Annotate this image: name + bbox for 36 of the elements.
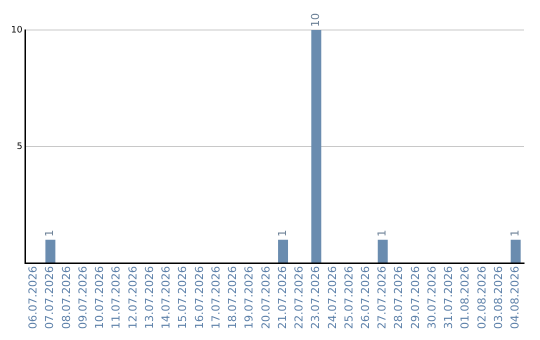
x-tick-label: 31.07.2026 [442, 266, 456, 330]
x-tick-label: 29.07.2026 [408, 266, 422, 330]
x-tick-label: 17.07.2026 [209, 266, 222, 330]
x-tick-label: 15.07.2026 [176, 266, 190, 330]
x-tick-label: 12.07.2026 [126, 266, 140, 330]
x-tick-label: 25.07.2026 [342, 266, 356, 330]
x-tick-label: 22.07.2026 [292, 266, 306, 330]
data-label: 1 [276, 230, 289, 237]
x-tick-label: 23.07.2026 [309, 266, 322, 330]
x-tick-label: 02.08.2026 [475, 266, 488, 330]
data-label: 1 [43, 230, 56, 237]
x-tick-label: 21.07.2026 [276, 266, 289, 330]
x-tick-label: 08.07.2026 [60, 266, 73, 330]
x-tick-label: 06.07.2026 [26, 266, 40, 330]
x-tick-label: 24.07.2026 [326, 266, 339, 330]
x-tick-label: 03.08.2026 [492, 266, 505, 330]
x-tick-label: 28.07.2026 [392, 266, 406, 330]
data-label: 1 [376, 230, 389, 237]
x-tick-label: 01.08.2026 [458, 266, 472, 330]
x-tick-label: 14.07.2026 [160, 266, 173, 330]
y-tick-label: 5 [16, 142, 22, 152]
x-tick-label: 13.07.2026 [142, 266, 156, 330]
x-tick-label: 09.07.2026 [76, 266, 90, 330]
x-tick-label: 30.07.2026 [425, 266, 438, 330]
x-tick-label: 18.07.2026 [226, 266, 240, 330]
x-tick-label: 07.07.2026 [43, 266, 56, 330]
x-tick-label: 11.07.2026 [110, 266, 123, 330]
data-label: 1 [508, 230, 522, 237]
x-tick-label: 27.07.2026 [376, 266, 389, 330]
x-tick-label: 04.08.2026 [508, 266, 522, 330]
x-tick-label: 20.07.2026 [259, 266, 272, 330]
data-label: 10 [309, 13, 322, 27]
x-tick-label: 26.07.2026 [358, 266, 372, 330]
x-tick-label: 10.07.2026 [93, 266, 106, 330]
x-tick-label: 16.07.2026 [192, 266, 206, 330]
x-tick-label: 19.07.2026 [242, 266, 256, 330]
